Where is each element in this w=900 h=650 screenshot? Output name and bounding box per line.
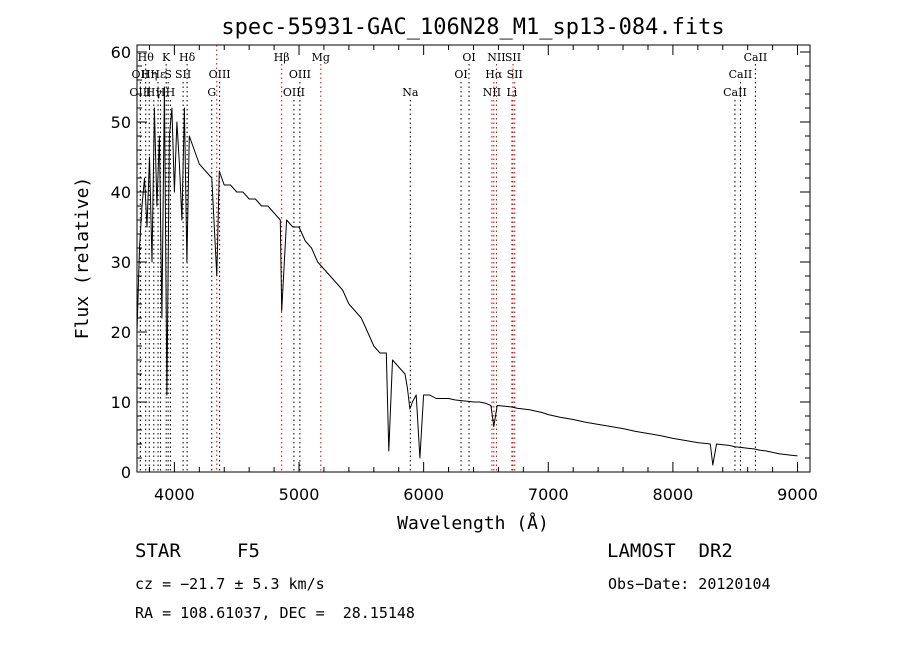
line-label: Li	[506, 86, 517, 99]
y-tick-label: 30	[111, 253, 131, 272]
survey-release: LAMOST DR2	[607, 540, 733, 562]
x-tick-label: 6000	[403, 485, 444, 504]
line-label: K	[162, 51, 171, 64]
line-label: Hθ	[138, 51, 155, 64]
x-tick-label: 9000	[777, 485, 818, 504]
line-label: Na	[402, 86, 419, 99]
line-label: S	[164, 68, 172, 81]
line-label: Hη	[141, 68, 157, 81]
x-axis-label: Wavelength (Å)	[397, 512, 549, 534]
y-axis: 0 10 20 30 40 50 60	[111, 43, 810, 482]
x-axis: 4000 5000 6000 7000 8000 9000	[148, 45, 818, 504]
observation-date: Obs−Date: 20120104	[608, 575, 771, 593]
line-label: OII	[132, 68, 150, 81]
y-tick-label: 0	[121, 463, 131, 482]
object-subclass: F5	[237, 540, 260, 562]
spectrum-line	[136, 86, 798, 466]
ra-dec: RA = 108.61037, DEC = 28.15148	[135, 604, 415, 622]
line-label: OIII	[283, 86, 305, 99]
line-label: SII	[175, 68, 191, 81]
line-label: Hδ	[179, 51, 196, 64]
line-label: Mg	[312, 51, 330, 64]
line-label: SII	[505, 51, 521, 64]
line-label: OI	[462, 51, 475, 64]
line-label: Hα	[485, 68, 503, 81]
spectral-line-labels: OIIOIIIHθHηHγHεHKSHSIIHδGOIIIHβOIIIOIIIM…	[129, 51, 767, 99]
line-label: H	[156, 86, 166, 99]
x-tick-label: 7000	[528, 485, 569, 504]
x-tick-label: 8000	[653, 485, 694, 504]
line-label: OIII	[289, 68, 311, 81]
line-label: OIII	[209, 68, 231, 81]
line-label: Hβ	[274, 51, 290, 64]
y-tick-label: 20	[111, 323, 131, 342]
line-label: G	[207, 86, 216, 99]
line-label: CaII	[744, 51, 768, 64]
x-tick-label: 4000	[154, 485, 195, 504]
y-tick-label: 50	[111, 113, 131, 132]
y-tick-label: 60	[111, 43, 131, 62]
spectral-line-markers	[139, 45, 756, 472]
line-label: Hε	[150, 68, 166, 81]
line-label: OIII	[129, 86, 151, 99]
x-tick-label: 5000	[279, 485, 320, 504]
spectrum-series	[136, 86, 798, 466]
line-label: NII	[487, 51, 505, 64]
line-label: OI	[454, 68, 467, 81]
plot-frame	[136, 44, 811, 473]
line-label: CaII	[723, 86, 747, 99]
y-axis-label: Flux (relative)	[72, 177, 93, 340]
y-tick-label: 10	[111, 393, 131, 412]
chart-title: spec-55931-GAC_106N28_M1_sp13-084.fits	[221, 15, 724, 40]
redshift-velocity: cz = −21.7 ± 5.3 km/s	[135, 575, 325, 593]
line-label: H	[166, 86, 176, 99]
line-label: CaII	[729, 68, 753, 81]
object-class: STAR	[135, 540, 181, 562]
line-label: Hγ	[146, 86, 163, 99]
line-label: NII	[483, 86, 501, 99]
line-label: SII	[507, 68, 523, 81]
y-tick-label: 40	[111, 183, 131, 202]
